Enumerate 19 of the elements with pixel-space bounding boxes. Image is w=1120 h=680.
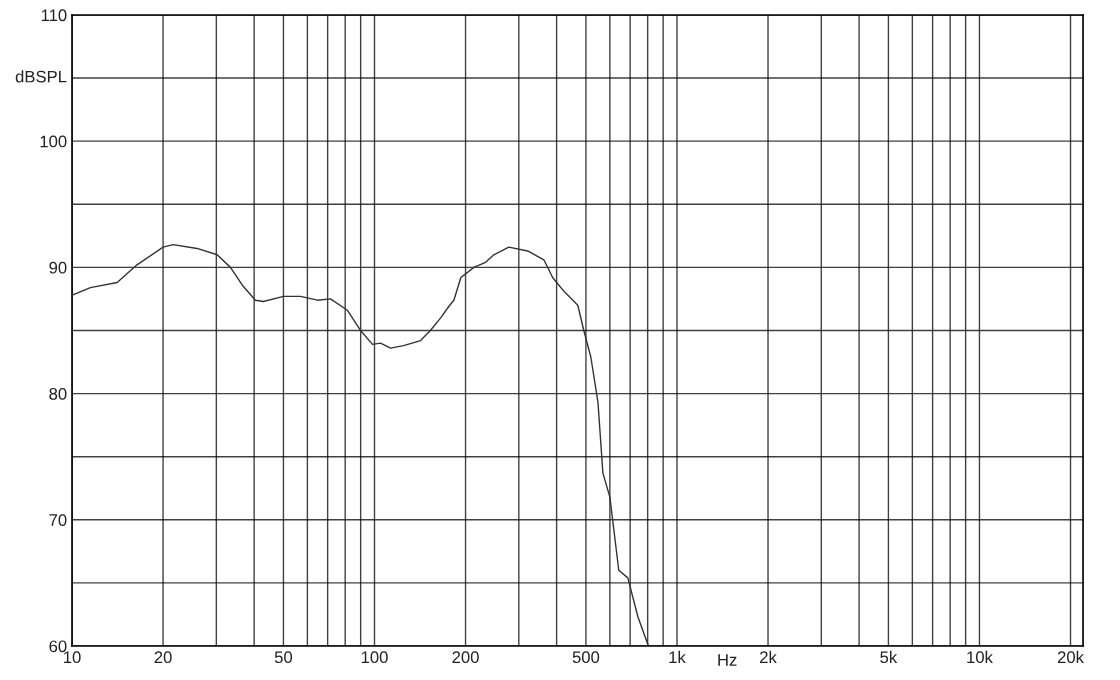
x-tick-label: 10 bbox=[64, 651, 81, 664]
y-tick-label: 100 bbox=[40, 135, 67, 148]
y-tick-label: 60 bbox=[49, 640, 67, 653]
x-tick-label: 500 bbox=[572, 651, 600, 664]
y-tick-label: 80 bbox=[49, 387, 67, 400]
x-axis-title: Hz bbox=[718, 654, 737, 666]
y-tick-label: 70 bbox=[49, 514, 67, 526]
x-tick-label: 20 bbox=[154, 651, 172, 664]
x-tick-label: 200 bbox=[452, 651, 479, 664]
x-tick-label: 20k bbox=[1057, 650, 1084, 664]
x-tick-label: 1k bbox=[669, 650, 686, 663]
x-tick-label: 100 bbox=[361, 651, 388, 664]
y-tick-label: 90 bbox=[49, 261, 67, 274]
x-tick-label: 2k bbox=[760, 650, 777, 663]
y-tick-label: 110 bbox=[41, 9, 67, 22]
x-tick-label: 10k bbox=[967, 650, 993, 664]
y-axis-title: dBSPL bbox=[15, 70, 67, 83]
x-tick-label: 50 bbox=[274, 651, 293, 664]
x-tick-label: 5k bbox=[880, 650, 898, 664]
